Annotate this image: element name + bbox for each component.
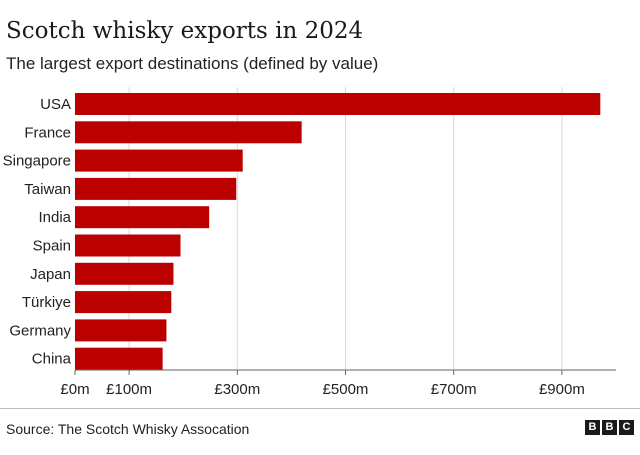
bar-chart: USA France Singapore Taiwan India Spain Japan T… [3,87,616,398]
category-label: Taiwan [24,181,71,198]
x-axis: £0m £100m £300m £500m £700m £900m [60,369,616,398]
bar-germany [75,319,167,342]
bar-japan [75,262,174,285]
logo-letter: B [585,420,600,435]
x-tick-label: £900m [539,381,585,398]
category-label: Türkiye [22,294,71,311]
x-tick-label: £300m [214,381,260,398]
logo-letter: C [619,420,634,435]
chart-subtitle: The largest export destinations (defined… [6,54,379,73]
category-label: Japan [30,266,71,283]
chart-title: Scotch whisky exports in 2024 [6,18,364,44]
x-tick-label: £100m [106,381,152,398]
bar-türkiye [75,291,172,314]
category-label: USA [40,96,71,113]
category-label: India [38,209,71,226]
source-note: Source: The Scotch Whisky Assocation [6,421,250,437]
bar-taiwan [75,177,237,200]
bar-china [75,347,163,370]
bar-singapore [75,149,243,172]
x-tick-label: £0m [60,381,89,398]
logo-letter: B [602,420,617,435]
bar-france [75,121,302,144]
category-labels: USA France Singapore Taiwan India Spain Japan T… [3,96,72,368]
bar-india [75,206,210,229]
bbc-logo: B B C [585,420,634,435]
bar-usa [75,93,601,115]
category-label: Singapore [3,153,71,170]
footer-divider [0,408,640,409]
category-label: China [32,351,72,368]
x-tick-label: £500m [323,381,369,398]
category-label: Spain [33,238,71,255]
x-tick-label: £700m [431,381,477,398]
bar-spain [75,234,181,257]
category-label: France [24,124,71,141]
category-label: Germany [9,322,71,339]
bars [75,93,601,370]
